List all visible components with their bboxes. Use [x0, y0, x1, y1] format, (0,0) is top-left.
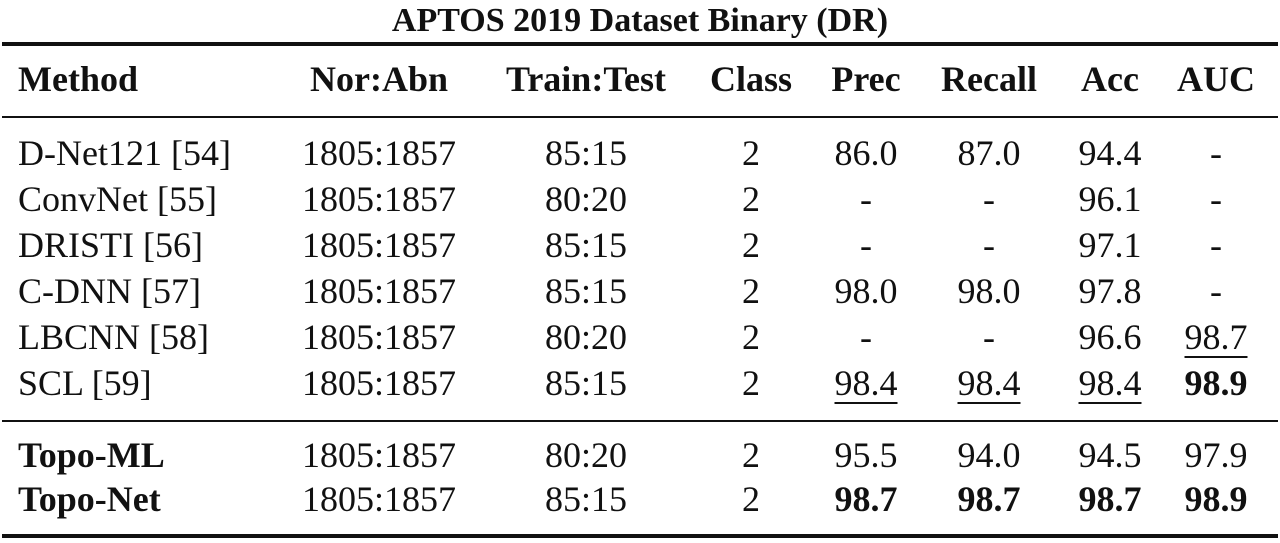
cell-auc: 98.9: [1184, 363, 1248, 403]
table-row: Topo-ML 1805:1857 80:20 2 95.5 94.0 94.5…: [0, 432, 1280, 478]
cell-train-test: 80:20: [544, 435, 627, 475]
cell-method: Topo-ML: [18, 435, 165, 475]
table-row: LBCNN [58] 1805:1857 80:20 2 - - 96.6 98…: [0, 314, 1280, 360]
cell-acc: 94.4: [1078, 133, 1142, 173]
cell-recall-value: 98.4: [957, 363, 1021, 403]
cell-nor-abn: 1805:1857: [301, 479, 456, 519]
cell-train-test: 85:15: [544, 271, 627, 311]
section-rule: [2, 420, 1278, 422]
cell-class: 2: [742, 479, 760, 519]
cell-auc: -: [1210, 179, 1222, 219]
cell-class: 2: [742, 363, 760, 403]
bottom-rule: [2, 534, 1278, 538]
cell-method: C-DNN [57]: [18, 271, 201, 311]
table-row: Topo-Net 1805:1857 85:15 2 98.7 98.7 98.…: [0, 476, 1280, 522]
table-row: C-DNN [57] 1805:1857 85:15 2 98.0 98.0 9…: [0, 268, 1280, 314]
cell-acc: 97.1: [1078, 225, 1142, 265]
table-row: DRISTI [56] 1805:1857 85:15 2 - - 97.1 -: [0, 222, 1280, 268]
header-class: Class: [709, 59, 793, 99]
table-caption: APTOS 2019 Dataset Binary (DR): [391, 2, 889, 39]
table-row: ConvNet [55] 1805:1857 80:20 2 - - 96.1 …: [0, 176, 1280, 222]
cell-prec: -: [860, 225, 872, 265]
cell-class: 2: [742, 317, 760, 357]
cell-auc: 98.9: [1184, 479, 1248, 519]
cell-train-test: 80:20: [544, 179, 627, 219]
header-auc: AUC: [1177, 59, 1255, 99]
cell-recall: 87.0: [957, 133, 1021, 173]
cell-method: D-Net121 [54]: [18, 133, 231, 173]
cell-nor-abn: 1805:1857: [301, 225, 456, 265]
cell-acc-value: 98.4: [1078, 363, 1142, 403]
cell-prec: 98.0: [834, 271, 898, 311]
cell-prec-value: 98.4: [834, 363, 898, 403]
cell-class: 2: [742, 179, 760, 219]
cell-acc: 97.8: [1078, 271, 1142, 311]
header-method: Method: [18, 59, 138, 99]
cell-recall: -: [983, 225, 995, 265]
header-train-test: Train:Test: [505, 59, 666, 99]
cell-auc: -: [1210, 225, 1222, 265]
cell-acc: 96.6: [1078, 317, 1142, 357]
cell-method: DRISTI [56]: [18, 225, 203, 265]
cell-nor-abn: 1805:1857: [301, 363, 456, 403]
header-acc: Acc: [1081, 59, 1139, 99]
cell-acc: 98.4: [1068, 360, 1152, 406]
cell-prec: -: [860, 179, 872, 219]
cell-acc: 98.7: [1078, 479, 1142, 519]
cell-prec: 86.0: [834, 133, 898, 173]
cell-nor-abn: 1805:1857: [301, 179, 456, 219]
cell-recall: 98.0: [957, 271, 1021, 311]
cell-auc: -: [1210, 271, 1222, 311]
cell-prec: 98.4: [822, 360, 910, 406]
cell-acc: 96.1: [1078, 179, 1142, 219]
cell-class: 2: [742, 225, 760, 265]
cell-method: Topo-Net: [18, 479, 161, 519]
cell-nor-abn: 1805:1857: [301, 271, 456, 311]
cell-method: LBCNN [58]: [18, 317, 209, 357]
header-prec: Prec: [831, 59, 901, 99]
cell-auc-value: 98.7: [1184, 317, 1248, 357]
cell-prec: -: [860, 317, 872, 357]
cell-nor-abn: 1805:1857: [301, 435, 456, 475]
cell-train-test: 85:15: [544, 479, 627, 519]
cell-recall: -: [983, 179, 995, 219]
cell-prec: 98.7: [834, 479, 898, 519]
cell-recall: 98.7: [957, 479, 1021, 519]
cell-train-test: 85:15: [544, 363, 627, 403]
cell-acc: 94.5: [1078, 435, 1142, 475]
header-recall: Recall: [941, 59, 1037, 99]
header-nor-abn: Nor:Abn: [309, 59, 448, 99]
cell-recall: -: [983, 317, 995, 357]
cell-nor-abn: 1805:1857: [301, 317, 456, 357]
cell-class: 2: [742, 133, 760, 173]
cell-method: SCL [59]: [18, 363, 152, 403]
cell-nor-abn: 1805:1857: [301, 133, 456, 173]
cell-prec: 95.5: [834, 435, 898, 475]
cell-class: 2: [742, 271, 760, 311]
cell-train-test: 85:15: [544, 225, 627, 265]
cell-train-test: 80:20: [544, 317, 627, 357]
cell-auc: 98.7: [1170, 314, 1262, 360]
cell-auc: -: [1210, 133, 1222, 173]
cell-recall: 98.4: [930, 360, 1048, 406]
cell-auc: 97.9: [1184, 435, 1248, 475]
table-row: D-Net121 [54] 1805:1857 85:15 2 86.0 87.…: [0, 130, 1280, 176]
top-rule: [2, 42, 1278, 46]
cell-class: 2: [742, 435, 760, 475]
cell-recall: 94.0: [957, 435, 1021, 475]
cell-train-test: 85:15: [544, 133, 627, 173]
cell-method: ConvNet [55]: [18, 179, 217, 219]
header-rule: [2, 116, 1278, 118]
table-row: SCL [59] 1805:1857 85:15 2 98.4 98.4 98.…: [0, 360, 1280, 406]
table-header-row: Method Nor:Abn Train:Test Class Prec Rec…: [0, 56, 1280, 102]
